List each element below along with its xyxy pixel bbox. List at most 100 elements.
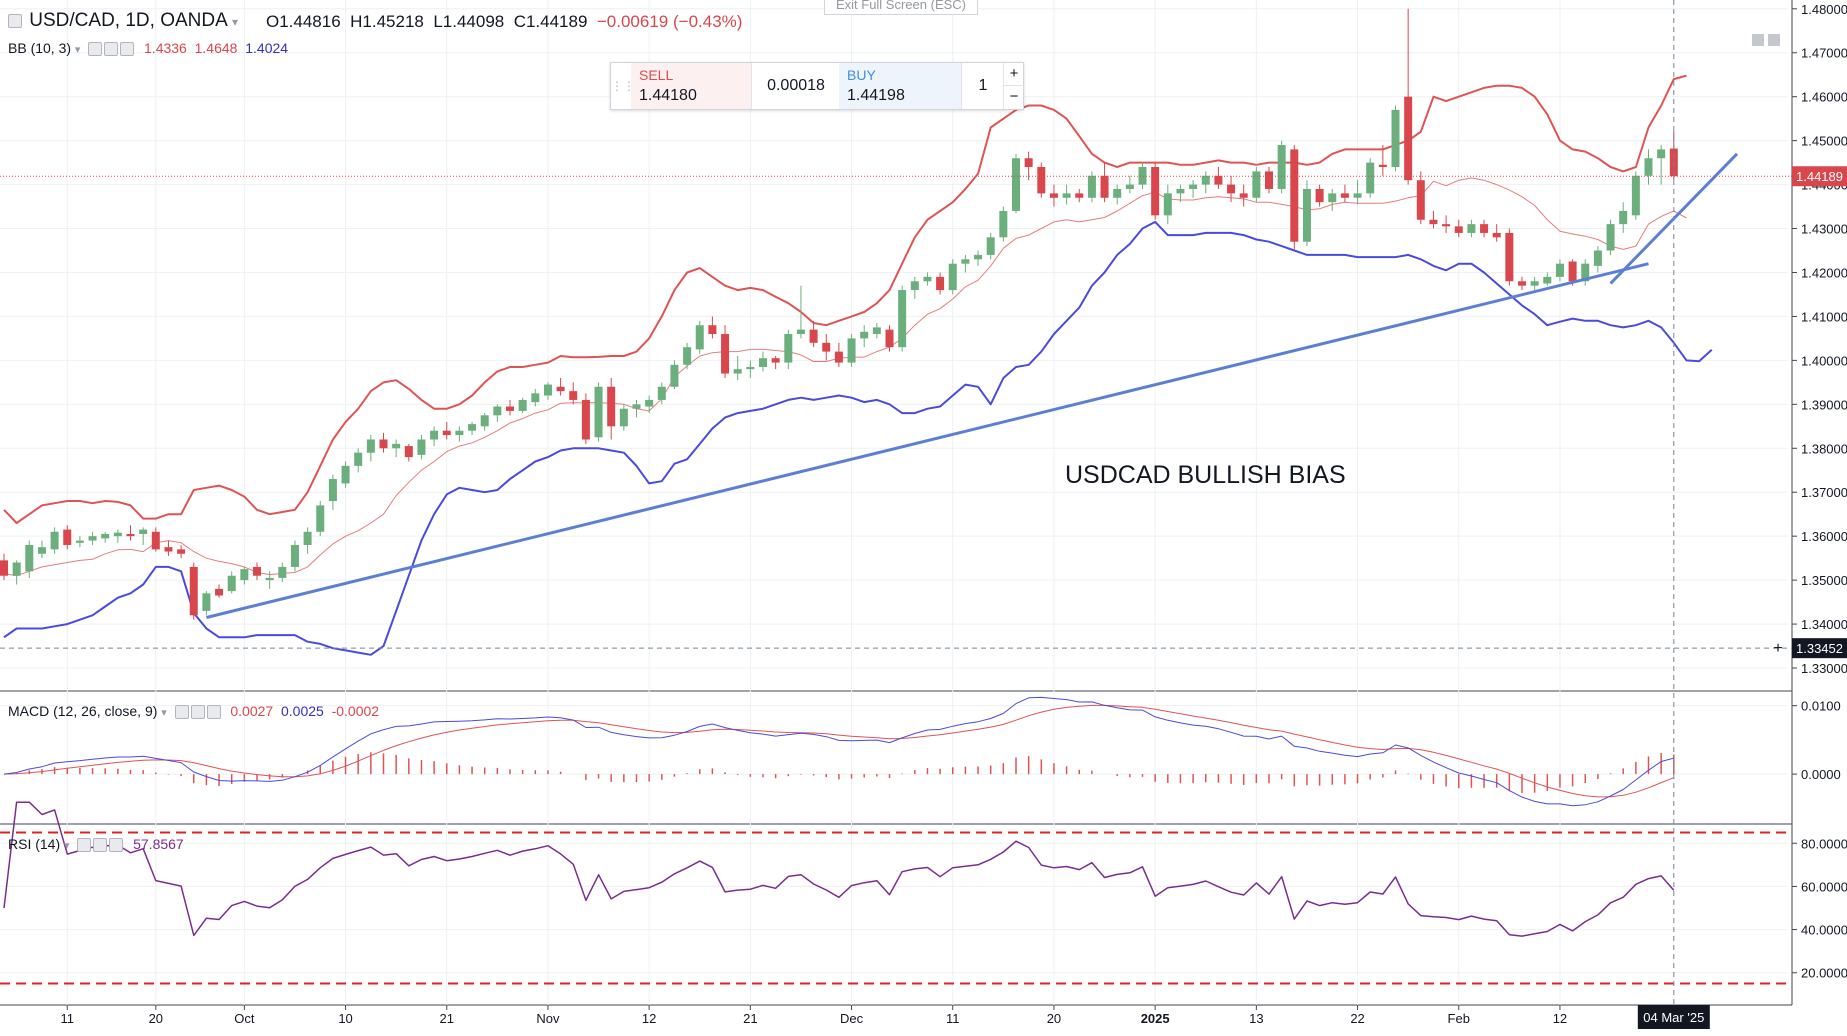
candle-body [1404, 96, 1413, 181]
collapse-icon[interactable] [8, 13, 22, 28]
candle-body [784, 334, 793, 363]
rsi-tick-label: 60.0000 [1801, 879, 1847, 894]
candle-body [543, 384, 552, 396]
candle-body [910, 281, 919, 291]
rsi-tick-label: 40.0000 [1801, 923, 1847, 938]
candle-body [202, 593, 211, 611]
exit-fullscreen-button[interactable]: Exit Full Screen (ESC) [824, 0, 978, 15]
chevron-down-icon[interactable]: ▾ [232, 15, 239, 29]
close-icon[interactable] [206, 705, 221, 720]
x-tick-label: 10 [338, 1011, 352, 1026]
candle-body [1214, 175, 1223, 185]
candle-body [1657, 149, 1666, 159]
candle-body [139, 529, 148, 534]
bb-legend[interactable]: BB (10, 3) ▾ 1.4336 1.4648 1.4024 [8, 40, 288, 57]
sell-button[interactable]: SELL 1.44180 [631, 63, 751, 109]
buy-button[interactable]: BUY 1.44198 [839, 63, 961, 109]
buy-price: 1.44198 [847, 87, 905, 104]
candle-body [999, 210, 1008, 238]
drag-handle-icon[interactable]: ⋮⋮ [611, 79, 635, 93]
candle-body [632, 404, 641, 409]
scroll-down-icon[interactable] [1768, 34, 1780, 46]
eye-icon[interactable] [88, 42, 103, 57]
x-tick-label: Oct [234, 1011, 255, 1026]
candle-body [164, 547, 173, 552]
candle-body [771, 358, 780, 363]
candle-body [189, 566, 198, 616]
candle-body [101, 533, 110, 539]
candle-body [645, 399, 654, 407]
macd-line [3, 696, 1674, 807]
x-tick-label: 20 [1047, 1011, 1061, 1026]
candle-body [1480, 224, 1489, 233]
candle-body [468, 424, 477, 431]
macd-hist-value: 0.0027 [230, 703, 274, 719]
y-tick-label: 1.48000 [1801, 2, 1847, 17]
candle-body [1315, 188, 1324, 203]
candle-body [455, 430, 464, 436]
candle-body [227, 575, 236, 592]
candle-body [215, 588, 224, 596]
settings-icon[interactable] [190, 705, 205, 720]
candle-body [37, 547, 46, 554]
candle-body [1353, 193, 1362, 198]
x-tick-label: 2025 [1141, 1011, 1170, 1026]
x-tick-label: 21 [743, 1011, 757, 1026]
close-icon[interactable] [109, 838, 124, 853]
settings-icon[interactable] [104, 42, 119, 57]
candle-body [809, 329, 818, 343]
symbol-header[interactable]: USD/CAD, 1D, OANDA ▾ [8, 10, 238, 32]
y-tick-label: 1.42000 [1801, 265, 1847, 280]
candle-body [1265, 171, 1273, 189]
scroll-down-icon[interactable] [1752, 34, 1764, 46]
candle-body [1518, 281, 1526, 286]
macd-legend[interactable]: MACD (12, 26, close, 9) ▾ 0.0027 0.0025 … [8, 703, 380, 720]
candle-body [1113, 188, 1122, 198]
quantity-field[interactable]: 1 [961, 63, 1004, 109]
y-tick-label: 1.41000 [1801, 309, 1847, 324]
y-tick-label: 1.38000 [1801, 441, 1847, 456]
candle-body [898, 290, 907, 348]
candle-body [278, 566, 287, 578]
x-tick-label: Feb [1448, 1011, 1470, 1026]
plus-button[interactable]: + [1009, 65, 1019, 82]
candle-body [607, 386, 616, 427]
candle-body [1505, 232, 1514, 282]
trade-panel: ⋮⋮ SELL 1.44180 0.00018 BUY 1.44198 1 + … [610, 62, 1024, 110]
candle-body [1555, 263, 1564, 277]
candle-body [328, 479, 337, 502]
candle-body [1125, 184, 1134, 189]
candle-body [708, 325, 717, 335]
chevron-down-icon[interactable]: ▾ [64, 840, 70, 852]
candle-body [1227, 184, 1236, 194]
candle-body [392, 443, 401, 449]
y-tick-label: 1.45000 [1801, 134, 1847, 149]
candle-body [1378, 164, 1387, 168]
candle-body [1151, 167, 1160, 216]
eye-icon[interactable] [174, 705, 189, 720]
macd-signal-line [3, 704, 1674, 798]
settings-icon[interactable] [93, 838, 108, 853]
chevron-down-icon[interactable]: ▾ [74, 44, 81, 56]
x-tick-label: 22 [1350, 1011, 1364, 1026]
close-icon[interactable] [120, 42, 135, 57]
candle-body [1189, 184, 1198, 189]
chevron-down-icon[interactable]: ▾ [161, 707, 167, 719]
candle-body [506, 406, 514, 411]
low-value: L1.44098 [433, 12, 505, 31]
y-tick-label: 1.46000 [1801, 90, 1847, 105]
candle-body [366, 439, 375, 453]
candle-body [1277, 145, 1286, 189]
candle-body [986, 237, 995, 255]
candle-body [113, 532, 122, 537]
candle-body [1568, 261, 1577, 282]
minus-button[interactable]: − [1004, 85, 1024, 108]
rsi-legend[interactable]: RSI (14) ▾ 57.8567 [8, 836, 184, 853]
macd-signal-value: -0.0002 [331, 703, 380, 719]
eye-icon[interactable] [77, 838, 92, 853]
rsi-value: 57.8567 [133, 836, 184, 852]
high-value: H1.45218 [350, 12, 424, 31]
candle-body [872, 327, 881, 335]
candle-body [847, 338, 856, 363]
